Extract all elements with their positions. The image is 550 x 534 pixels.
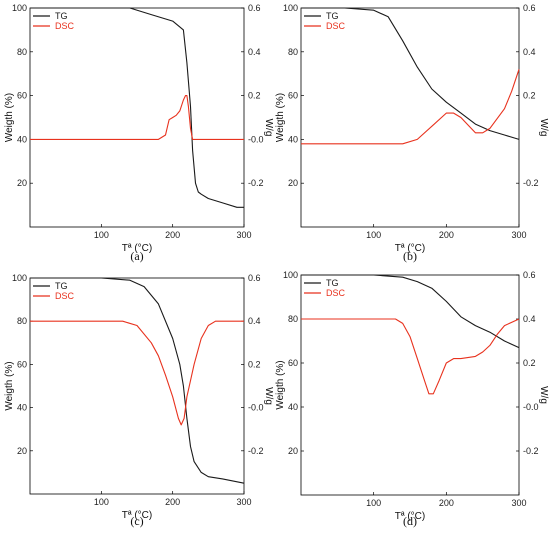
y-tick-label: 20 <box>288 446 298 456</box>
series-line-tg <box>301 274 520 349</box>
series-line-tg <box>30 277 245 484</box>
y-tick-label: 40 <box>288 134 298 144</box>
y-tick-label: 60 <box>288 358 298 368</box>
y-axis-label: Weigth (%) <box>275 360 286 409</box>
y-axis-label: Weigth (%) <box>275 93 286 142</box>
y-tick-label: 60 <box>17 359 27 369</box>
plot-frame <box>300 274 520 496</box>
y-axis-label: Weigth (%) <box>4 93 15 142</box>
y2-tick-label: -0.0 <box>523 402 539 412</box>
y2-axis-label: W/g <box>538 119 549 137</box>
y2-tick-label: 0.6 <box>248 273 261 283</box>
y-tick-label: 100 <box>12 273 27 283</box>
y2-tick-label: 0.4 <box>248 47 261 57</box>
y2-tick-label: 0.2 <box>248 91 261 101</box>
y2-tick-label: 0.4 <box>248 316 261 326</box>
legend-label-tg: TG <box>326 278 339 288</box>
y-axis-label: Weigth (%) <box>4 361 15 410</box>
y2-axis-label: W/g <box>538 386 549 404</box>
y-tick-label: 100 <box>283 270 298 280</box>
chart-panel-b: 100 200 300 20 40 60 80 100 -0.2 0.2 0.4 0.6 Tª (°C)… <box>275 3 549 263</box>
y2-tick-label: 0.2 <box>523 91 536 101</box>
series-line-dsc <box>301 318 520 395</box>
legend-label-tg: TG <box>55 11 68 21</box>
y2-tick-label: 0.2 <box>523 358 536 368</box>
y2-tick-label: 0.6 <box>523 270 536 280</box>
x-tick-label: 300 <box>236 497 251 507</box>
legend-label-dsc: DSC <box>326 21 346 31</box>
chart-panel-c: 100 200 300 20 40 60 80 100 -0.2 -0.0 0.2 0.4 0.6 Tª … <box>4 273 274 528</box>
x-tick-label: 100 <box>94 230 109 240</box>
y-tick-label: 60 <box>17 91 27 101</box>
y-tick-label: 20 <box>17 178 27 188</box>
legend-label-tg: TG <box>55 281 68 291</box>
x-tick-label: 300 <box>511 230 526 240</box>
panel-caption: (b) <box>403 249 417 263</box>
legend-label-tg: TG <box>326 11 339 21</box>
series-line-dsc <box>30 95 244 140</box>
panel-caption: (d) <box>403 514 417 528</box>
y2-tick-label: -0.2 <box>248 446 264 456</box>
x-axis-label: Tª (°C) <box>122 243 152 254</box>
y-tick-label: 40 <box>17 403 27 413</box>
y-tick-label: 80 <box>288 47 298 57</box>
y-tick-label: 100 <box>12 3 27 13</box>
y-tick-label: 60 <box>288 91 298 101</box>
x-tick-label: 200 <box>165 497 180 507</box>
legend-label-dsc: DSC <box>55 21 75 31</box>
chart-panel-d: 100 200 300 20 40 60 80 100 -0.2 -0.0 0.2 0.4 0.6 Tª … <box>275 270 549 528</box>
plot-frame <box>29 277 245 495</box>
legend-label-dsc: DSC <box>326 288 346 298</box>
chart-panel-a: 100 200 300 20 40 60 80 100 -0.2 -0.0 0.2 0.4 0.6 Tª … <box>4 3 274 263</box>
series-line-dsc <box>30 320 244 426</box>
panel-caption: (c) <box>130 514 143 528</box>
y2-tick-label: -0.0 <box>248 403 264 413</box>
y2-tick-label: 0.4 <box>523 314 536 324</box>
y2-tick-label: 0.6 <box>248 3 261 13</box>
y-tick-label: 40 <box>17 134 27 144</box>
series-line-tg <box>30 7 244 208</box>
y2-tick-label: 0.2 <box>248 359 261 369</box>
y2-axis-label: W/g <box>263 119 274 137</box>
x-tick-label: 200 <box>439 230 454 240</box>
x-axis-label: Tª (°C) <box>395 511 425 522</box>
x-tick-label: 100 <box>366 498 381 508</box>
y-tick-label: 80 <box>288 314 298 324</box>
y-tick-label: 40 <box>288 402 298 412</box>
y-tick-label: 100 <box>283 3 298 13</box>
x-tick-label: 300 <box>236 230 251 240</box>
panel-caption: (a) <box>130 249 143 263</box>
y-tick-label: 20 <box>288 178 298 188</box>
y2-tick-label: 0.6 <box>523 3 536 13</box>
series-line-dsc <box>301 69 520 145</box>
y2-tick-label: -0.2 <box>523 446 539 456</box>
series-line-tg <box>301 7 520 140</box>
plot-frame <box>29 7 245 228</box>
y-tick-label: 20 <box>17 446 27 456</box>
y2-tick-label: -0.0 <box>248 134 264 144</box>
x-axis-label: Tª (°C) <box>395 243 425 254</box>
y2-tick-label: -0.2 <box>248 178 264 188</box>
y2-axis-label: W/g <box>263 387 274 405</box>
legend-label-dsc: DSC <box>55 291 75 301</box>
x-tick-label: 100 <box>366 230 381 240</box>
y2-tick-label: 0.4 <box>523 47 536 57</box>
y2-tick-label: -0.2 <box>523 178 539 188</box>
x-tick-label: 200 <box>165 230 180 240</box>
x-tick-label: 300 <box>511 498 526 508</box>
y-tick-label: 80 <box>17 47 27 57</box>
plot-frame <box>300 7 520 228</box>
y-tick-label: 80 <box>17 316 27 326</box>
x-tick-label: 100 <box>94 497 109 507</box>
x-axis-label: Tª (°C) <box>122 510 152 521</box>
x-tick-label: 200 <box>439 498 454 508</box>
